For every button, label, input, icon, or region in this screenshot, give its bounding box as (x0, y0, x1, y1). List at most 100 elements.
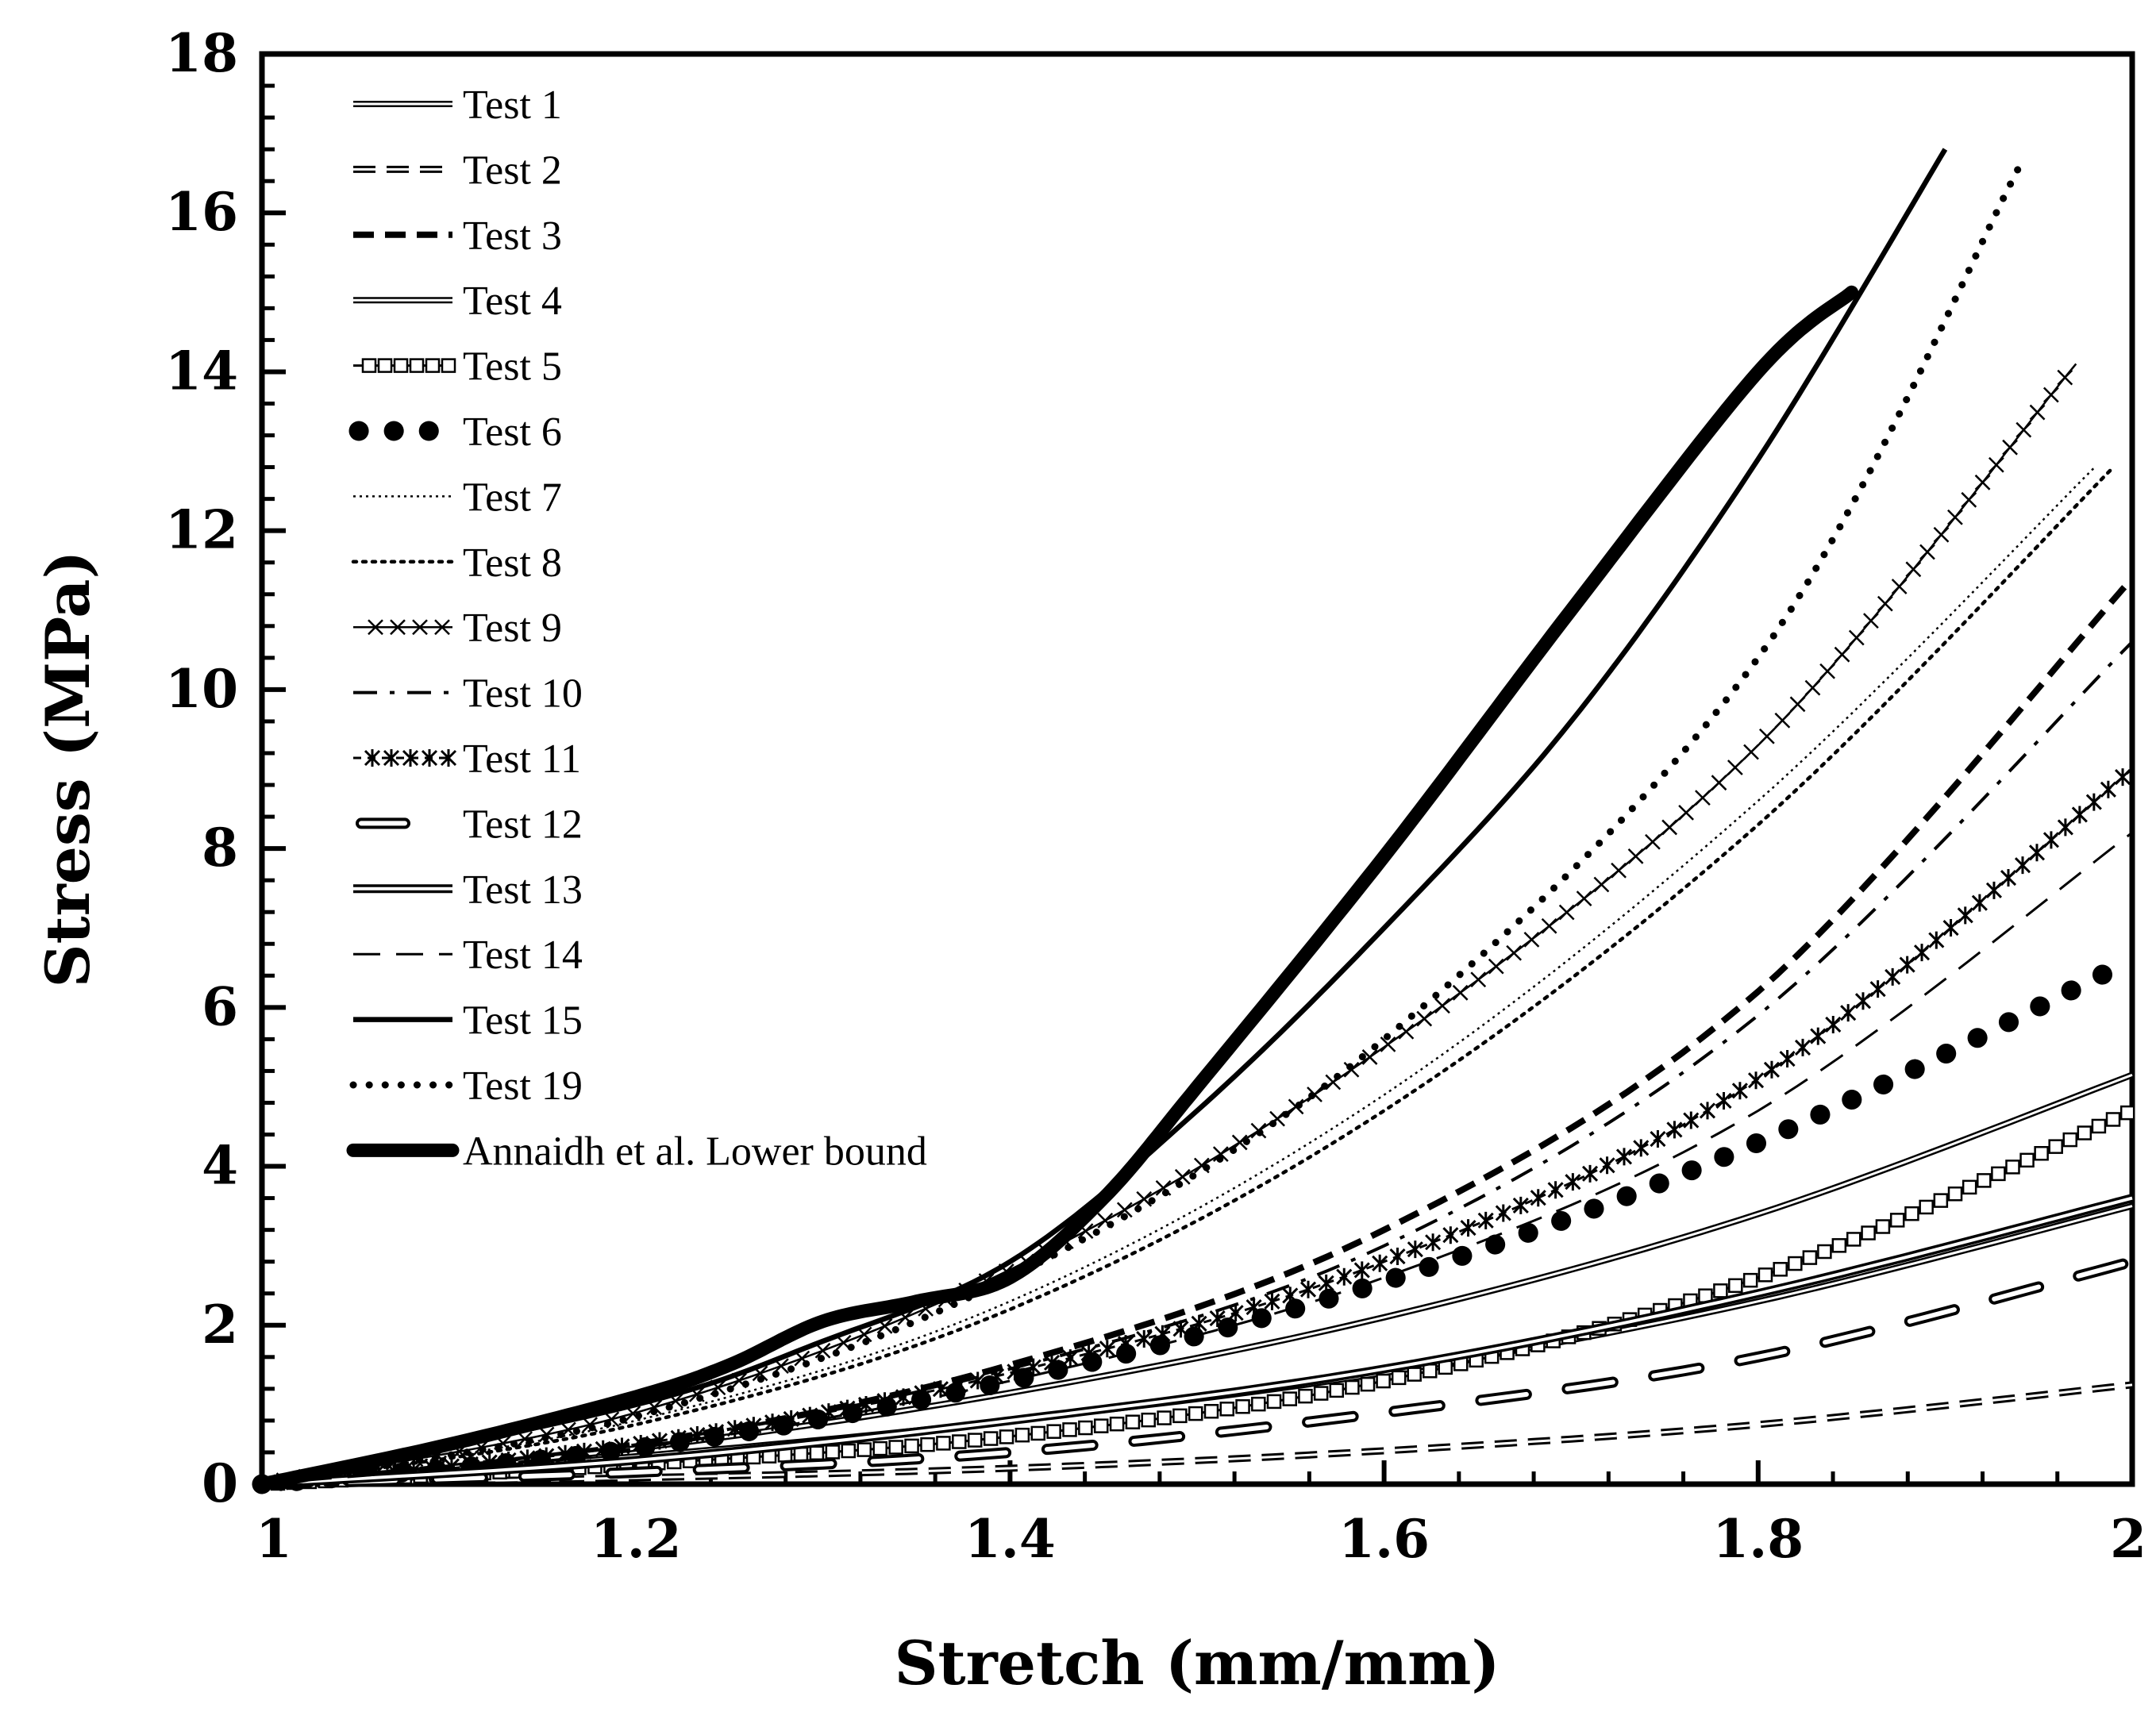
series-9 (261, 363, 2077, 1489)
series-line-5-marker (1329, 1383, 1345, 1398)
series-line-11-marker (1899, 956, 1915, 974)
series-line-5-marker (872, 1440, 887, 1456)
series-line-9-marker (1947, 509, 1963, 525)
legend-entry-5: Test 5 (353, 344, 562, 390)
y-tick-label: 10 (165, 658, 238, 720)
series-line-9-marker (1558, 904, 1575, 921)
series-3 (261, 576, 2135, 1487)
series-line-11-marker (1985, 881, 2003, 899)
y-tick-label: 14 (165, 340, 238, 402)
series-line-11-marker (1460, 1219, 1476, 1237)
legend-entry-16: Test 19 (349, 1064, 583, 1109)
series-line-11-marker (802, 1406, 818, 1425)
legend-sample-11-marker (421, 749, 438, 767)
series-line-11-marker (1477, 1211, 1494, 1229)
series-line-5-marker (2105, 1112, 2121, 1127)
series-line-11-marker (1854, 992, 1872, 1010)
x-tick-label: 1.6 (1338, 1508, 1430, 1570)
series-line-5-marker (1360, 1376, 1376, 1392)
legend-sample-11-marker (364, 749, 381, 767)
y-tick-label: 18 (165, 22, 238, 84)
series-line-5-marker (1141, 1412, 1156, 1428)
series-line-11-marker (1245, 1298, 1262, 1317)
series-line-11-marker (1547, 1181, 1564, 1199)
series-line-11-marker (1810, 1027, 1827, 1045)
x-tick-label: 1.8 (1712, 1508, 1804, 1570)
series-line-5-marker (1758, 1267, 1773, 1283)
series-line-11-marker (1407, 1240, 1423, 1259)
legend-sample-9-marker (412, 619, 428, 636)
series-line-9-marker (1804, 679, 1821, 696)
series-13 (261, 1194, 2134, 1489)
series-line-9-marker (1919, 544, 1935, 560)
legend-sample-5-marker (377, 358, 393, 373)
legend-sample-11-marker (402, 749, 419, 767)
series-line-9-marker (1988, 456, 2004, 473)
series-line-9-marker (1891, 579, 1908, 594)
series-line-14 (261, 831, 2133, 1486)
series-line-11-marker (969, 1371, 986, 1390)
series-line-9-marker (1743, 744, 1759, 760)
series-line-5-marker (2062, 1132, 2078, 1148)
series-line-5-marker (1742, 1272, 1758, 1288)
legend-label-12: Test 12 (463, 802, 583, 847)
series-line-5-marker (1188, 1406, 1203, 1421)
series-line-5-marker (1977, 1173, 1992, 1188)
series-line-9-marker (1576, 890, 1592, 906)
legend-label-7: Test 7 (463, 475, 562, 520)
series-line-9-marker (1506, 944, 1523, 961)
series-line-11-marker (1957, 906, 1973, 925)
axes: 0 2 4 6 8 10 12 14 16 18 1 1.2 1.4 1.6 1.8 2 (165, 22, 2146, 1570)
legend-label-11: Test 11 (463, 737, 581, 782)
series-line-9-marker (1863, 613, 1879, 629)
series-line-5-marker (1947, 1187, 1963, 1202)
legend-entry-8: Test 8 (351, 540, 562, 586)
series-line-5-marker (1889, 1213, 1905, 1228)
series-line-5-marker (1282, 1391, 1298, 1406)
series-line-5-marker (2005, 1160, 2020, 1175)
series-line-11-marker (1227, 1304, 1244, 1322)
series-line-5-marker (1109, 1416, 1125, 1432)
series-line-11-marker (1025, 1358, 1041, 1376)
series-15 (261, 148, 1948, 1487)
series-line-11-marker (1794, 1038, 1811, 1056)
series-line-9-marker (1488, 958, 1504, 975)
series-line-5-marker (904, 1438, 919, 1454)
series-line-11-marker (1942, 919, 1959, 937)
series-line-5-marker (936, 1436, 951, 1451)
series-line-9-marker (1848, 629, 1865, 646)
legend-entry-2: Test 2 (353, 148, 562, 193)
series-line-11-marker (1299, 1280, 1317, 1298)
series-line-11-marker (1353, 1261, 1370, 1279)
series-line-5-marker (1046, 1424, 1061, 1439)
series-line-11-marker (1336, 1267, 1353, 1286)
y-tick-label: 0 (202, 1452, 238, 1514)
series-line-5-marker (2019, 1152, 2035, 1168)
series-line-11-marker (2085, 793, 2102, 811)
series-line-11-marker (1599, 1156, 1615, 1175)
series-line-9-marker (1361, 1049, 1378, 1065)
y-tick-label: 12 (165, 499, 238, 561)
series-line-11-marker (1747, 1071, 1765, 1090)
series-line-11-marker (1633, 1139, 1650, 1157)
series-12 (256, 1256, 2138, 1490)
series-line-9-marker (1645, 833, 1661, 850)
series-line-11-marker (1699, 1102, 1716, 1120)
series-line-11-marker (1117, 1335, 1134, 1353)
series-line-11-marker (1666, 1121, 1683, 1139)
series-line-11-marker (1136, 1330, 1153, 1348)
series-line-9-marker (1933, 526, 1950, 543)
x-tick-label: 1 (256, 1508, 292, 1570)
legend-entry-6: Test 6 (348, 410, 562, 455)
series-line-5-marker (2077, 1125, 2092, 1140)
legend-entry-14: Test 14 (353, 933, 583, 978)
series-line-9-marker (1961, 491, 1977, 508)
series-line-5-marker (1422, 1364, 1438, 1379)
series-line-5-marker (1713, 1283, 1728, 1298)
series-line-11-marker (951, 1375, 968, 1394)
series-line-11-marker (1209, 1310, 1226, 1328)
legend-sample-5-marker (425, 358, 441, 373)
series-line-11-marker (1318, 1274, 1334, 1292)
series-line-11-marker (2000, 869, 2017, 887)
